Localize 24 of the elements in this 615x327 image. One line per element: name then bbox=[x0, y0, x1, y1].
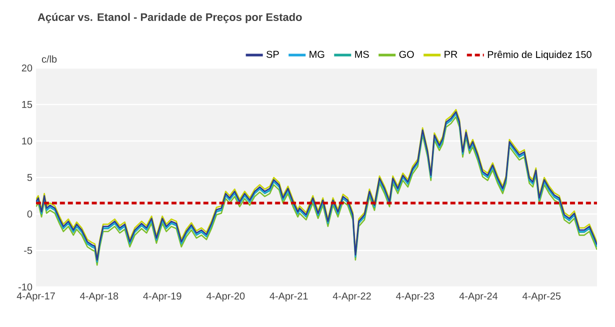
x-tick-label: 4-Apr-24 bbox=[459, 292, 498, 302]
chart-title: Açúcar vs. Etanol - Paridade de Preços por Estado bbox=[38, 12, 302, 24]
x-tick-label: 4-Apr-20 bbox=[206, 292, 245, 302]
x-tick-label: 4-Apr-19 bbox=[143, 292, 182, 302]
legend-label: MG bbox=[310, 50, 324, 58]
x-tick-label: 4-Apr-25 bbox=[522, 292, 561, 302]
y-tick-label: 10 bbox=[22, 137, 32, 145]
legend-label: SP bbox=[266, 50, 279, 58]
y-tick-label: 0 bbox=[27, 210, 32, 218]
x-tick-label: 4-Apr-17 bbox=[16, 292, 55, 302]
y-tick-label: 5 bbox=[27, 174, 32, 181]
x-tick-label: 4-Apr-23 bbox=[396, 292, 434, 302]
legend-label: PR bbox=[444, 50, 458, 58]
legend-label: MS bbox=[355, 50, 369, 58]
x-tick-label: 4-Apr-22 bbox=[332, 292, 371, 302]
y-axis-title: c/lb bbox=[42, 55, 57, 63]
y-tick-label: -10 bbox=[18, 283, 32, 291]
y-tick-label: -5 bbox=[24, 247, 32, 254]
x-tick-label: 4-Apr-21 bbox=[270, 292, 308, 302]
legend-label: GO bbox=[399, 50, 414, 58]
legend-label: Prêmio de Liquidez 150 bbox=[488, 50, 592, 60]
x-tick-label: 4-Apr-18 bbox=[80, 292, 118, 302]
y-tick-label: 15 bbox=[22, 101, 32, 108]
y-tick-label: 20 bbox=[22, 64, 32, 72]
